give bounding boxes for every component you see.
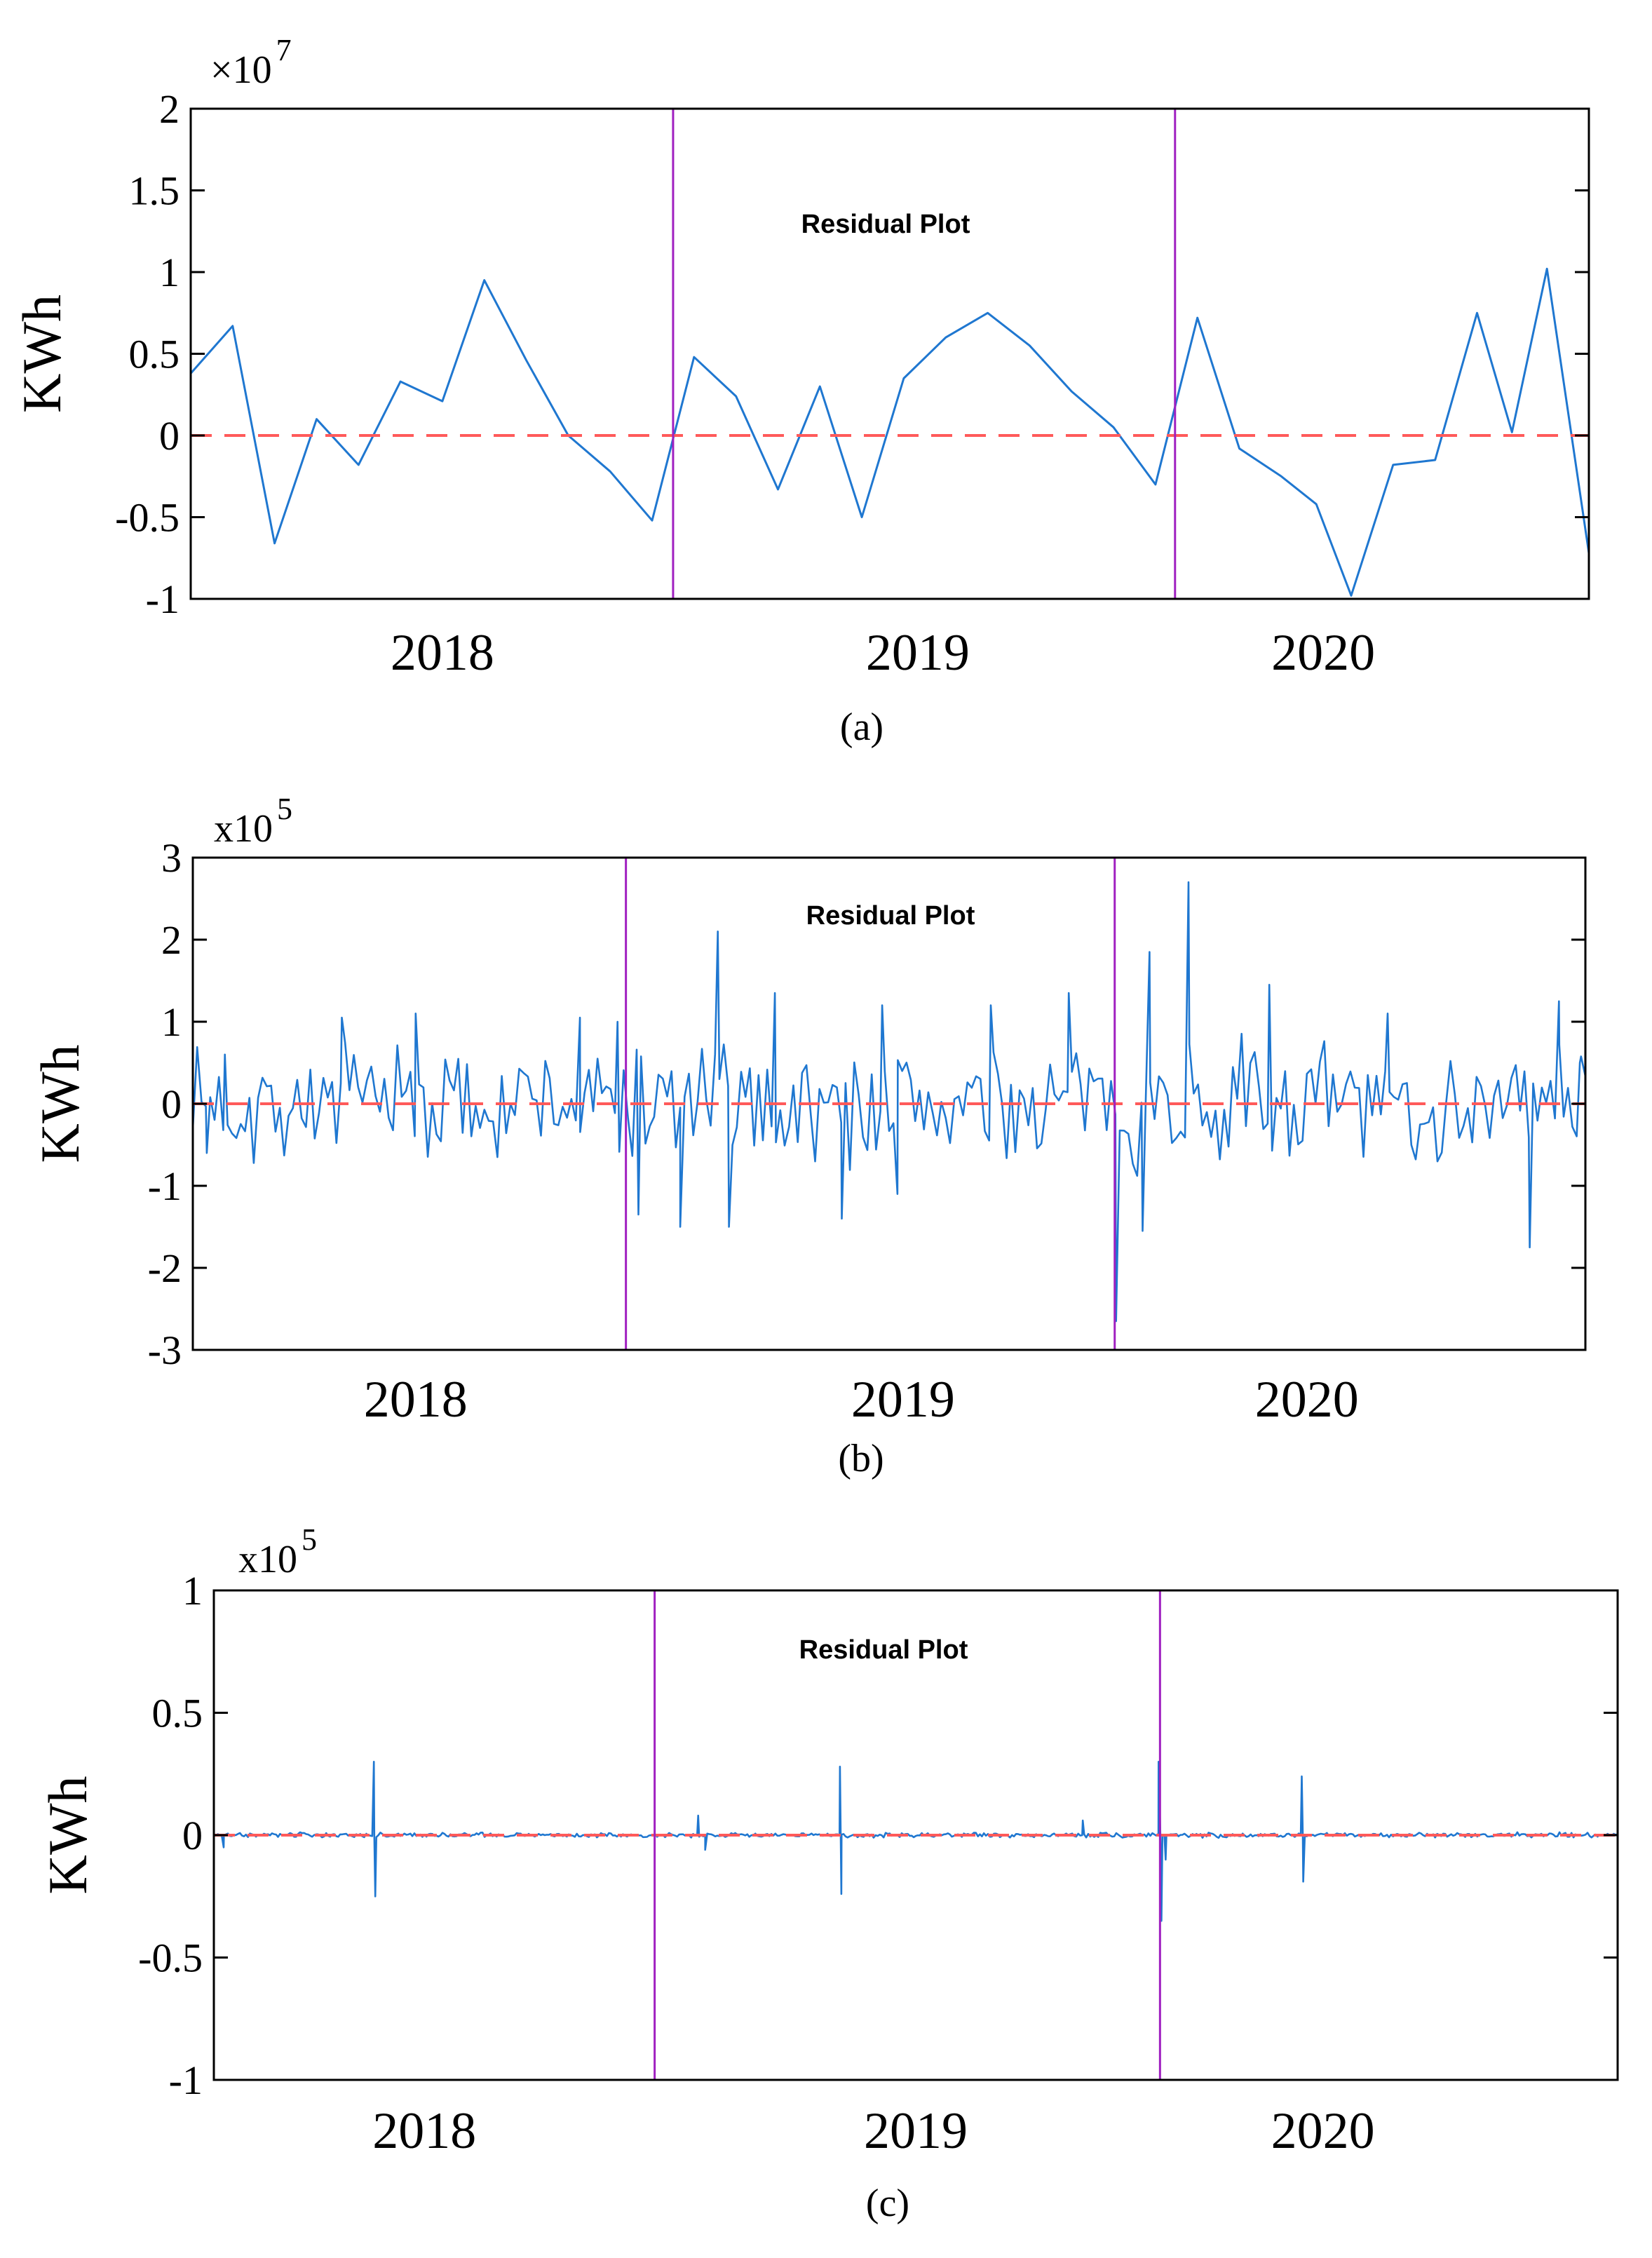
yaxis-label: KWh bbox=[29, 1045, 90, 1163]
xaxis-year-label: 2020 bbox=[1271, 2102, 1375, 2160]
ytick-label: 0 bbox=[159, 413, 180, 459]
xaxis-year-label: 2020 bbox=[1271, 624, 1375, 682]
plot-frame bbox=[189, 107, 1590, 600]
ytick-label: 0 bbox=[161, 1081, 182, 1127]
chart-title: Residual Plot bbox=[799, 1635, 968, 1665]
subfigure-caption: (b) bbox=[838, 1437, 883, 1480]
xaxis-year-label: 2020 bbox=[1255, 1371, 1359, 1428]
residual-series-line bbox=[193, 881, 1585, 1323]
subfigure-caption: (c) bbox=[866, 2182, 909, 2225]
axis-multiplier-base: ×10 bbox=[210, 48, 272, 92]
axis-multiplier-exponent: 5 bbox=[302, 1522, 317, 1557]
ytick-label: 1.5 bbox=[129, 168, 180, 214]
chart-c: -1 -0.5 0 0.5 1 2018 2019 2020 KWh x10 5 Residual P… bbox=[37, 1522, 1619, 2225]
ytick-label: 1 bbox=[159, 250, 180, 295]
chart-title: Residual Plot bbox=[801, 210, 970, 239]
axis-multiplier-exponent: 7 bbox=[276, 33, 292, 67]
residual-series-line bbox=[214, 1761, 1618, 1922]
ytick-label: -2 bbox=[148, 1245, 182, 1291]
yaxis-label: KWh bbox=[37, 1776, 98, 1895]
ytick-label: 0.5 bbox=[129, 332, 180, 377]
xaxis-year-label: 2018 bbox=[372, 2102, 476, 2160]
ytick-label: 2 bbox=[159, 86, 180, 132]
residual-series-line bbox=[191, 267, 1589, 597]
ytick-label: -1 bbox=[148, 1163, 182, 1209]
axis-multiplier-base: x10 bbox=[214, 807, 273, 851]
ytick-label: -1 bbox=[146, 576, 180, 622]
subfigure-caption: (a) bbox=[840, 705, 883, 749]
ytick-label: -3 bbox=[148, 1327, 182, 1373]
axis-multiplier-exponent: 5 bbox=[277, 792, 292, 826]
ytick-label: 0.5 bbox=[152, 1691, 203, 1736]
ytick-label: 1 bbox=[161, 999, 182, 1045]
ytick-label: -0.5 bbox=[138, 1935, 203, 1981]
axis-multiplier-base: x10 bbox=[238, 1538, 297, 1581]
ytick-label: 1 bbox=[182, 1568, 203, 1614]
ytick-label: -1 bbox=[169, 2057, 203, 2103]
xaxis-year-label: 2018 bbox=[391, 624, 494, 682]
xaxis-year-label: 2019 bbox=[864, 2102, 968, 2160]
chart-b: -3 -2 -1 0 1 2 3 2018 2019 2020 KWh x10 5 Residual Pl… bbox=[29, 792, 1587, 1480]
xaxis-year-label: 2019 bbox=[851, 1371, 955, 1428]
yaxis-label: KWh bbox=[11, 295, 72, 413]
xaxis-year-label: 2018 bbox=[364, 1371, 468, 1428]
chart-a: -1 -0.5 0 0.5 1 1.5 2 2018 2019 2020 KWh ×10 7 Residu… bbox=[11, 33, 1590, 749]
ytick-label: 2 bbox=[161, 917, 182, 963]
ytick-label: 3 bbox=[161, 835, 182, 881]
ytick-label: 0 bbox=[182, 1813, 203, 1858]
ytick-label: -0.5 bbox=[115, 495, 180, 541]
xaxis-year-label: 2019 bbox=[866, 624, 970, 682]
chart-title: Residual Plot bbox=[806, 901, 975, 931]
